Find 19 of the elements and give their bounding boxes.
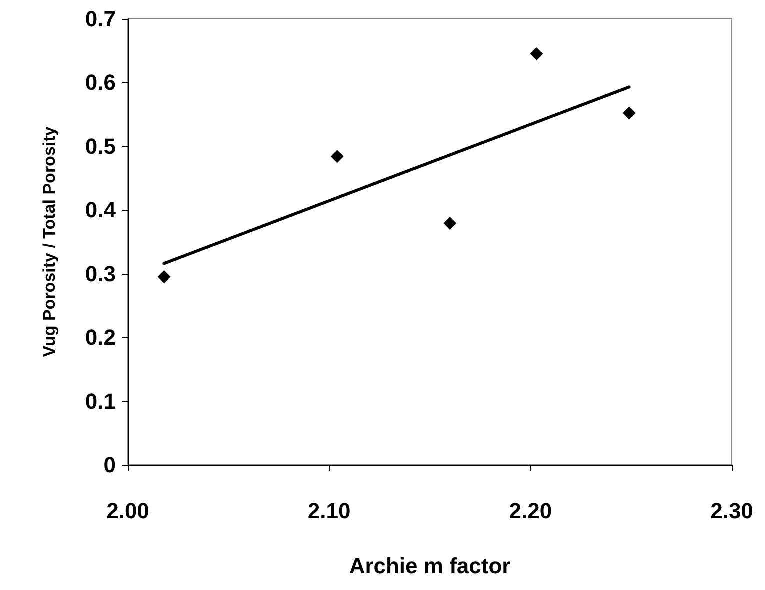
y-tick-label: 0.5 — [85, 134, 116, 159]
y-tick-label: 0 — [104, 452, 116, 478]
x-tick-label: 2.00 — [106, 498, 150, 524]
y-tick-label: 0.3 — [85, 261, 116, 286]
x-tick-label: 2.20 — [509, 498, 552, 524]
y-tick-label: 0.2 — [85, 325, 116, 350]
point — [444, 217, 457, 230]
y-axis-title: Vug Porosity / Total Porosity — [40, 126, 59, 358]
y-tick-label: 0.7 — [85, 6, 116, 32]
point — [330, 150, 344, 164]
y-tick-label: 0.1 — [85, 388, 116, 414]
x-axis-title: Archie m factor — [349, 554, 512, 578]
y-tick-label: 0.4 — [85, 198, 117, 223]
point — [158, 270, 171, 284]
point — [530, 48, 544, 61]
point — [622, 106, 636, 120]
x-tick-label: 2.30 — [710, 498, 754, 524]
x-tick-label: 2.10 — [308, 498, 351, 524]
y-tick-label: 0.6 — [85, 70, 116, 96]
